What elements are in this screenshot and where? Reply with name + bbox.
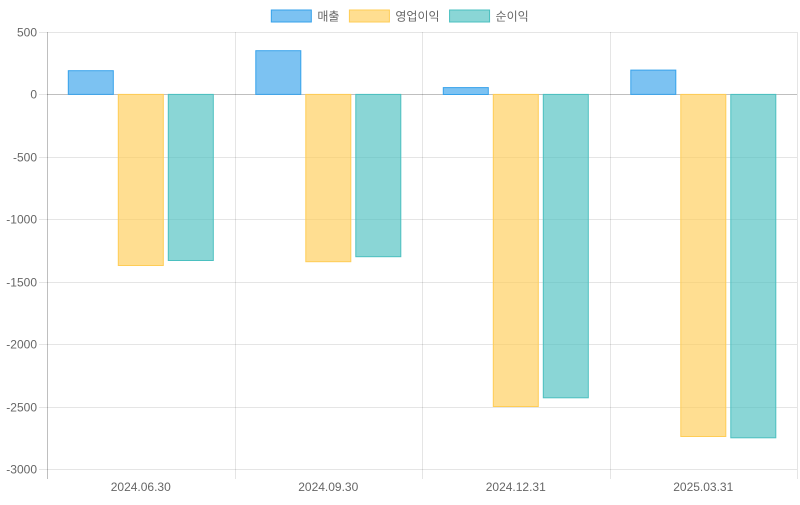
bar-series-1-2024.06.30[interactable] <box>117 93 164 267</box>
y-tick-label: 500 <box>17 26 37 40</box>
bar-series-2-2024.09.30[interactable] <box>355 93 402 258</box>
x-tick-label: 2024.09.30 <box>298 480 358 494</box>
axis-layer: 500 0 -500 -1000 -1500 -2000 -2500 -3000 2024.06… <box>6 26 733 495</box>
legend-swatch <box>270 9 312 23</box>
legend-item-1[interactable]: 영업이익 <box>348 9 440 24</box>
y-tick-label: -1000 <box>6 213 37 227</box>
y-tick-label: -500 <box>13 151 37 165</box>
legend-item-2[interactable]: 순이익 <box>449 9 529 24</box>
bar-series-2-2025.03.31[interactable] <box>730 93 777 439</box>
y-tick-label: -2500 <box>6 401 37 415</box>
bar-layer <box>67 50 777 439</box>
bar-series-0-2024.06.30[interactable] <box>67 70 114 95</box>
bar-series-1-2025.03.31[interactable] <box>680 93 727 438</box>
bar-series-2-2024.06.30[interactable] <box>167 93 214 262</box>
x-tick-label: 2024.12.31 <box>486 480 546 494</box>
bar-series-0-2024.09.30[interactable] <box>255 50 302 95</box>
legend-item-0[interactable]: 매출 <box>270 9 339 24</box>
legend-label: 영업이익 <box>395 10 439 24</box>
bar-series-1-2024.12.31[interactable] <box>492 93 539 408</box>
y-tick-label: -2000 <box>6 338 37 352</box>
x-tick-label: 2025.03.31 <box>673 480 733 494</box>
legend[interactable]: 매출 영업이익 순이익 <box>270 9 529 24</box>
y-tick-label: -3000 <box>6 463 37 477</box>
bar-series-0-2025.03.31[interactable] <box>630 69 677 95</box>
y-tick-label: 0 <box>30 88 37 102</box>
bar-series-1-2024.09.30[interactable] <box>305 93 352 263</box>
y-tick-label: -1500 <box>6 276 37 290</box>
bar-series-2-2024.12.31[interactable] <box>542 93 589 399</box>
legend-label: 매출 <box>317 10 339 24</box>
x-tick-label: 2024.06.30 <box>111 480 171 494</box>
bar-series-0-2024.12.31[interactable] <box>442 87 489 95</box>
legend-label: 순이익 <box>496 10 529 24</box>
legend-swatch <box>348 9 390 23</box>
legend-swatch <box>449 9 491 23</box>
